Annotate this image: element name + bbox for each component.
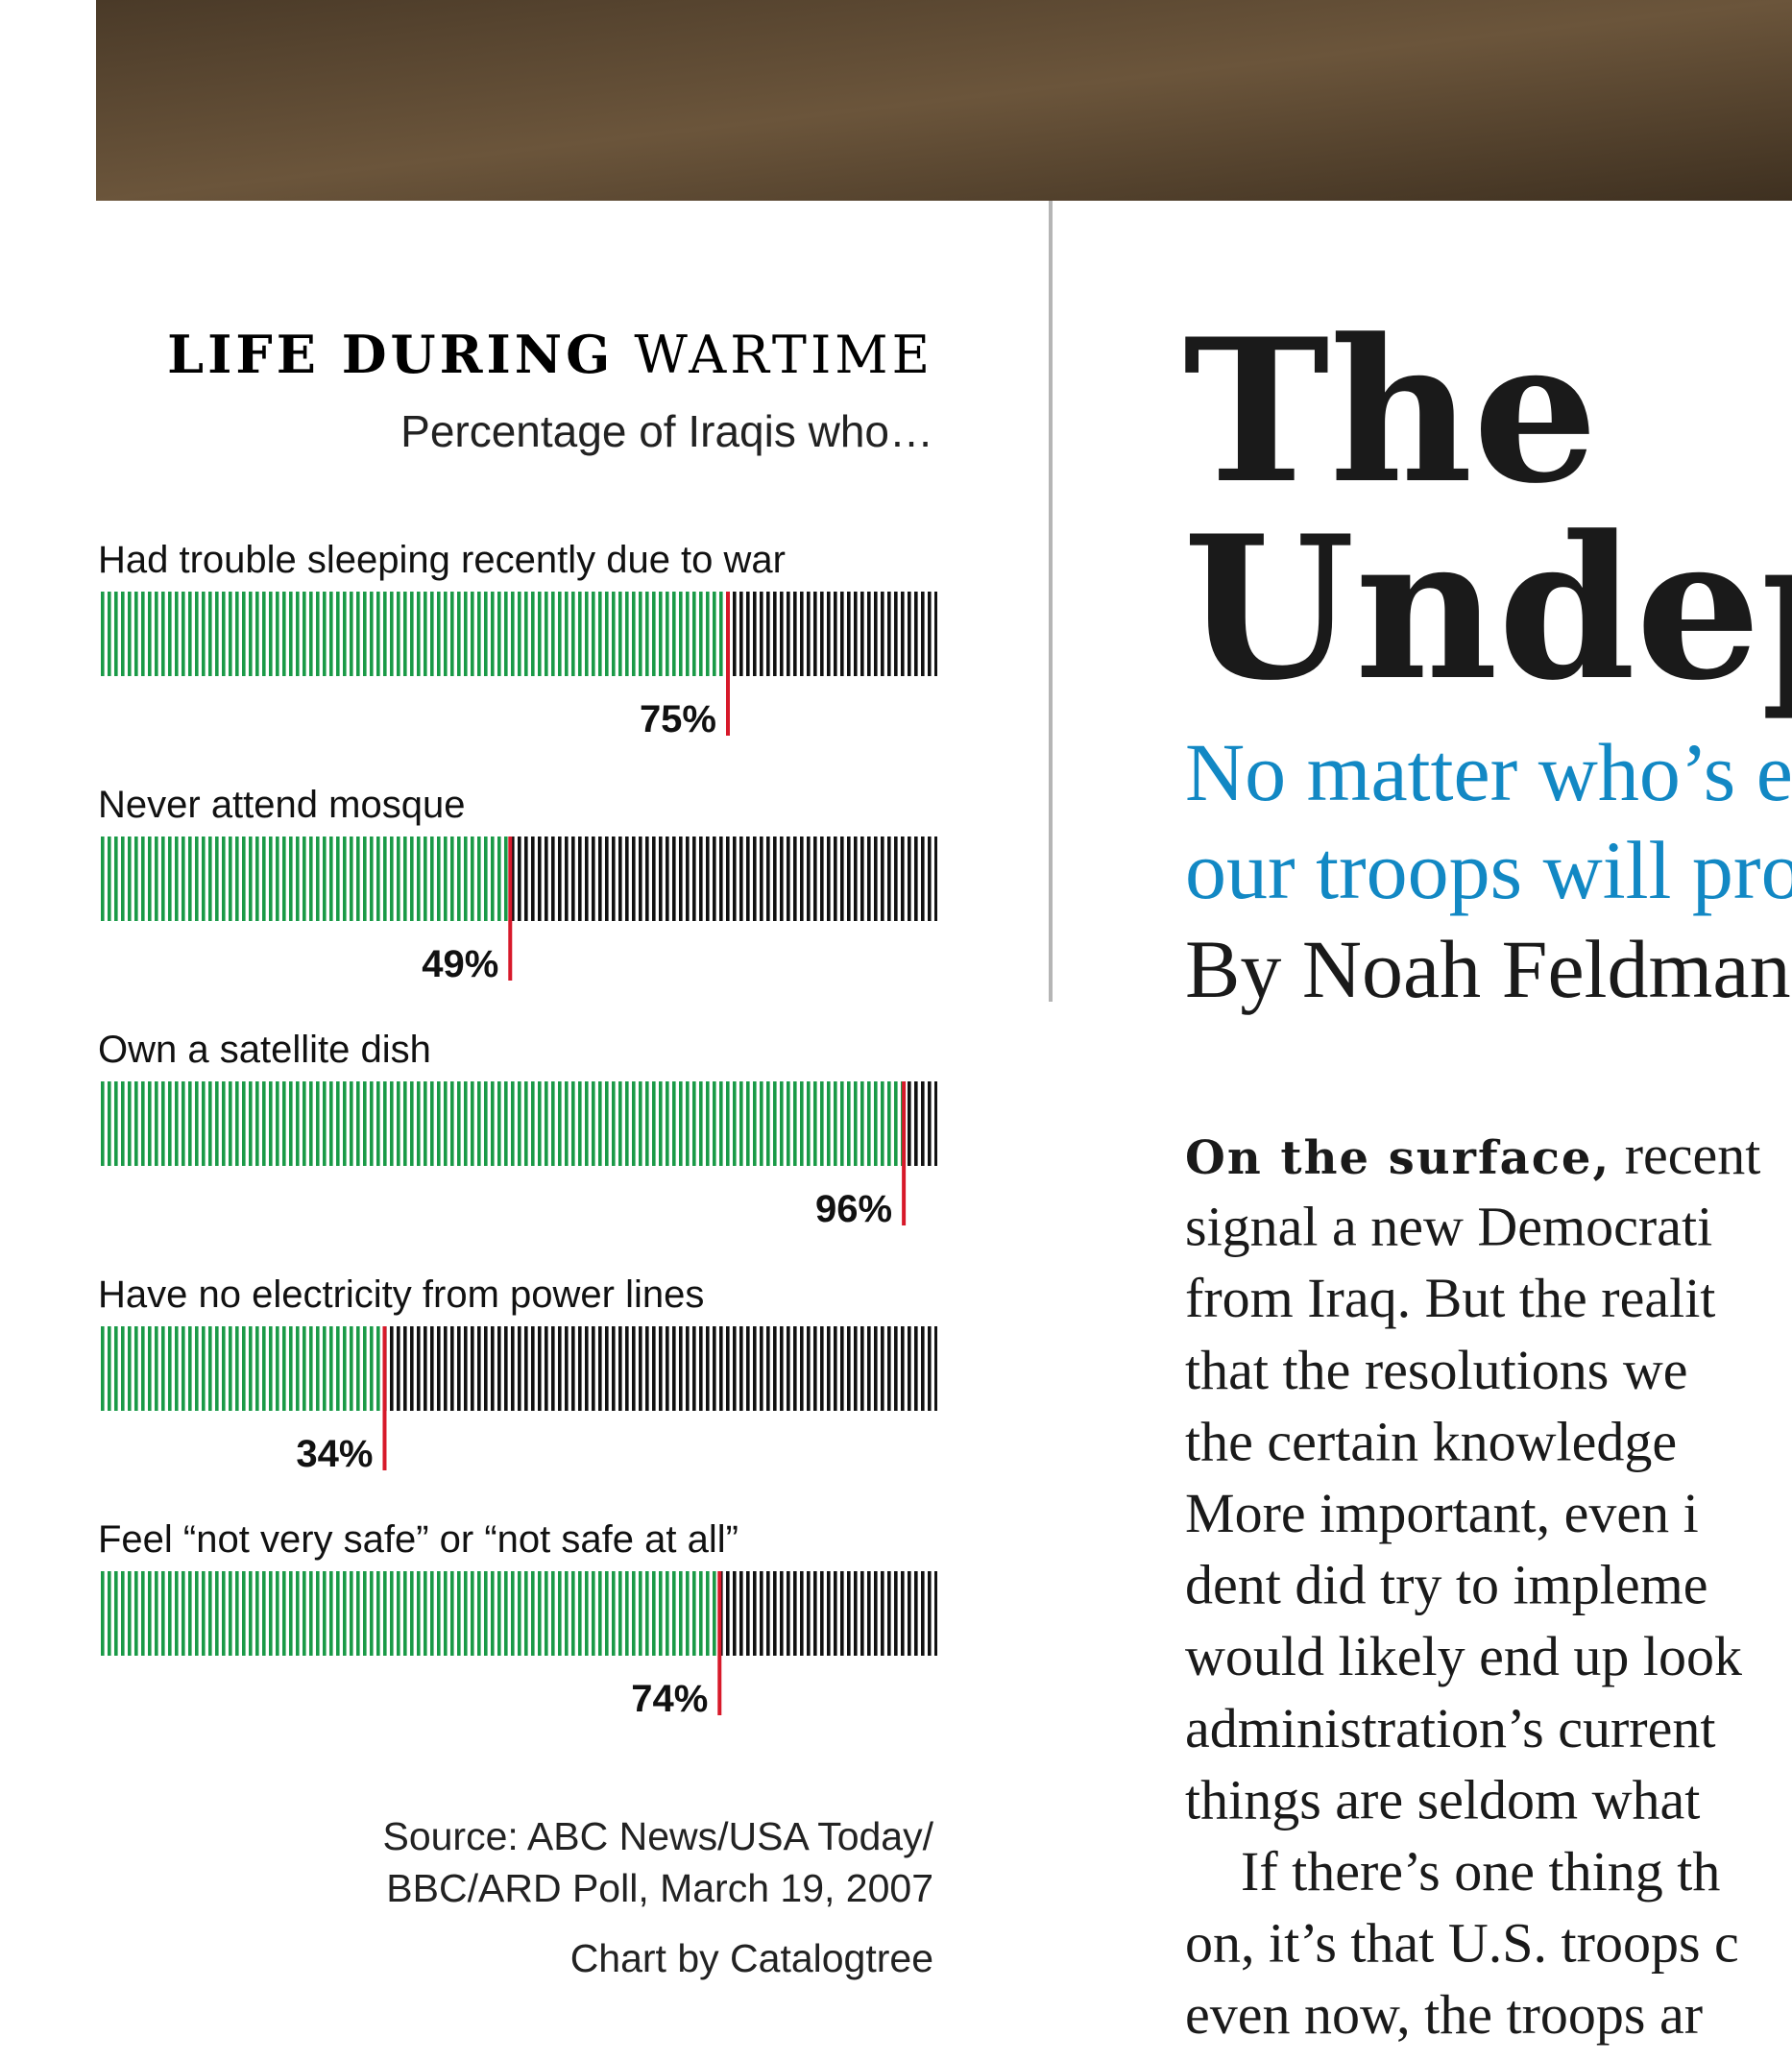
value-label: 74% xyxy=(631,1678,708,1720)
body-line: dent did try to impleme xyxy=(1185,1554,1707,1616)
body-line: More important, even i xyxy=(1185,1482,1699,1544)
body-line: on, it’s that U.S. troops c xyxy=(1185,1912,1739,1975)
body-line: signal a new Democrati xyxy=(1185,1196,1712,1258)
value-label: 96% xyxy=(815,1188,892,1230)
chart-subtitle: Percentage of Iraqis who… xyxy=(400,406,933,456)
body-line: administration’s current xyxy=(1185,1697,1715,1759)
category-label: Never attend mosque xyxy=(98,784,465,826)
byline: By Noah Feldman xyxy=(1185,923,1791,1015)
bar-rest xyxy=(904,1081,937,1166)
body-line: On the surface, recent xyxy=(1185,1124,1760,1186)
photo xyxy=(96,0,1792,201)
body-line: from Iraq. But the realit xyxy=(1185,1267,1715,1329)
dek: our troops will pro xyxy=(1185,824,1792,916)
bar xyxy=(100,1081,905,1166)
body-line: the certain knowledge xyxy=(1185,1410,1677,1472)
bar xyxy=(100,592,728,676)
bar-rest xyxy=(384,1326,938,1411)
bar-rest xyxy=(510,837,937,921)
category-label: Feel “not very safe” or “not safe at all… xyxy=(98,1518,739,1561)
source: BBC/ARD Poll, March 19, 2007 xyxy=(386,1866,933,1910)
chart-title: LIFE DURING WARTIME xyxy=(167,324,933,385)
value-label: 75% xyxy=(640,698,716,740)
value-label: 49% xyxy=(422,943,498,985)
value-label: 34% xyxy=(296,1433,373,1475)
bar xyxy=(100,1571,720,1656)
bar xyxy=(100,1326,385,1411)
dek: No matter who’s e xyxy=(1185,726,1792,818)
headline: The xyxy=(1183,297,1598,527)
credit: Chart by Catalogtree xyxy=(570,1936,933,1980)
chart-title-bold: LIFE DURING xyxy=(167,324,614,385)
body-text: recent xyxy=(1610,1124,1760,1186)
body-line: that the resolutions we xyxy=(1185,1339,1688,1401)
body-line: If there’s one thing th xyxy=(1241,1840,1720,1903)
chart-title-rest: WARTIME xyxy=(634,325,933,385)
category-label: Own a satellite dish xyxy=(98,1029,431,1071)
source: Source: ABC News/USA Today/ xyxy=(382,1814,933,1858)
category-label: Had trouble sleeping recently due to war xyxy=(98,539,786,581)
body-line: would likely end up look xyxy=(1185,1625,1742,1687)
bar-rest xyxy=(719,1571,937,1656)
body-line: even now, the troops ar xyxy=(1185,1983,1703,2046)
body-line: things are seldom what xyxy=(1185,1768,1700,1831)
bar xyxy=(100,837,511,921)
headline: Undepa xyxy=(1183,494,1792,724)
category-label: Have no electricity from power lines xyxy=(98,1273,704,1316)
bar-rest xyxy=(728,592,937,676)
body-lead: On the surface, xyxy=(1185,1131,1610,1185)
